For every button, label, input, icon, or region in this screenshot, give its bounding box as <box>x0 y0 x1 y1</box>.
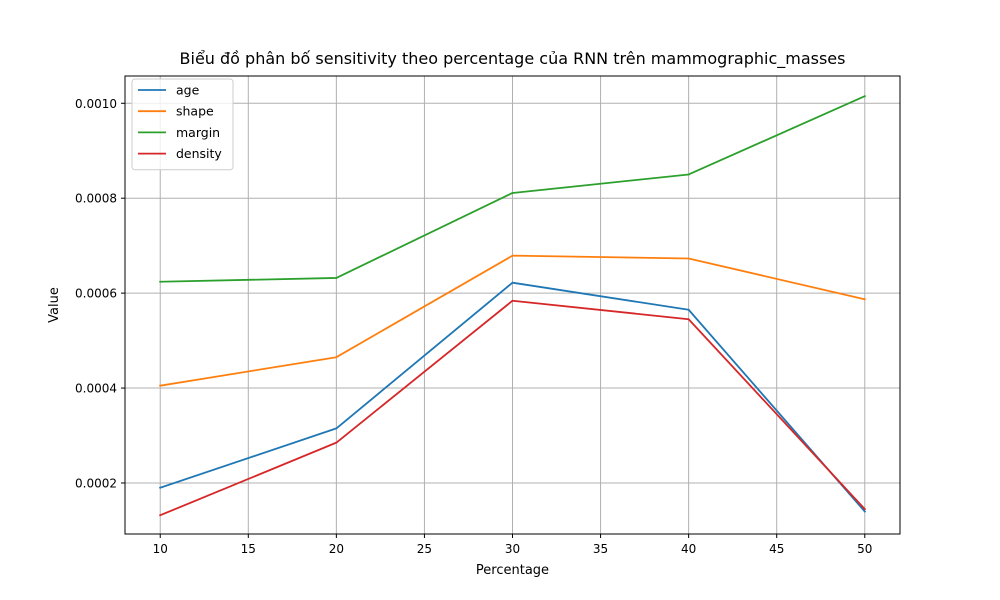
data-point-age <box>863 510 866 513</box>
x-axis-label: Percentage <box>476 563 549 578</box>
data-point-age <box>335 427 338 430</box>
data-point-shape <box>511 254 514 257</box>
y-axis-label: Value <box>47 287 62 323</box>
axis-ticks: 10 15 20 25 30 35 40 45 50 0.0002 0.0004 0.0006 0.00… <box>75 97 872 556</box>
data-point-margin <box>159 280 162 283</box>
legend: age shape margin density <box>131 78 234 171</box>
legend-box <box>131 78 234 171</box>
data-point-age <box>687 308 690 311</box>
chart-title: Biểu đồ phân bố sensitivity theo percent… <box>180 49 846 69</box>
y-tick-label: 0.0010 <box>75 97 117 111</box>
x-tick-label: 15 <box>241 542 256 556</box>
data-point-shape <box>159 384 162 387</box>
x-tick-label: 45 <box>769 542 784 556</box>
y-tick-label: 0.0008 <box>75 192 117 206</box>
data-point-margin <box>687 173 690 176</box>
x-tick-label: 50 <box>857 542 872 556</box>
y-tick-label: 0.0002 <box>75 476 117 490</box>
legend-label-age: age <box>176 83 200 98</box>
x-tick-label: 40 <box>681 542 696 556</box>
x-tick-label: 35 <box>593 542 608 556</box>
data-point-age <box>511 281 514 284</box>
data-point-density <box>863 508 866 510</box>
legend-label-margin: margin <box>176 125 220 140</box>
data-point-age <box>159 486 162 489</box>
data-point-density <box>335 441 338 444</box>
y-tick-label: 0.0004 <box>75 382 117 396</box>
data-point-density <box>511 299 514 302</box>
x-tick-label: 20 <box>329 542 344 556</box>
data-point-margin <box>335 277 338 279</box>
data-point-density <box>687 318 690 321</box>
series-lines <box>159 94 867 517</box>
legend-label-density: density <box>176 146 222 161</box>
data-point-density <box>159 514 162 517</box>
y-tick-label: 0.0006 <box>75 287 117 301</box>
data-point-shape <box>687 257 690 260</box>
data-point-margin <box>511 192 514 194</box>
legend-label-shape: shape <box>176 104 214 119</box>
grid <box>125 76 900 534</box>
data-point-shape <box>335 356 338 359</box>
data-point-margin <box>863 95 866 98</box>
x-tick-label: 25 <box>417 542 432 556</box>
x-tick-label: 30 <box>505 542 520 556</box>
x-tick-label: 10 <box>153 542 168 556</box>
data-point-shape <box>863 298 866 301</box>
